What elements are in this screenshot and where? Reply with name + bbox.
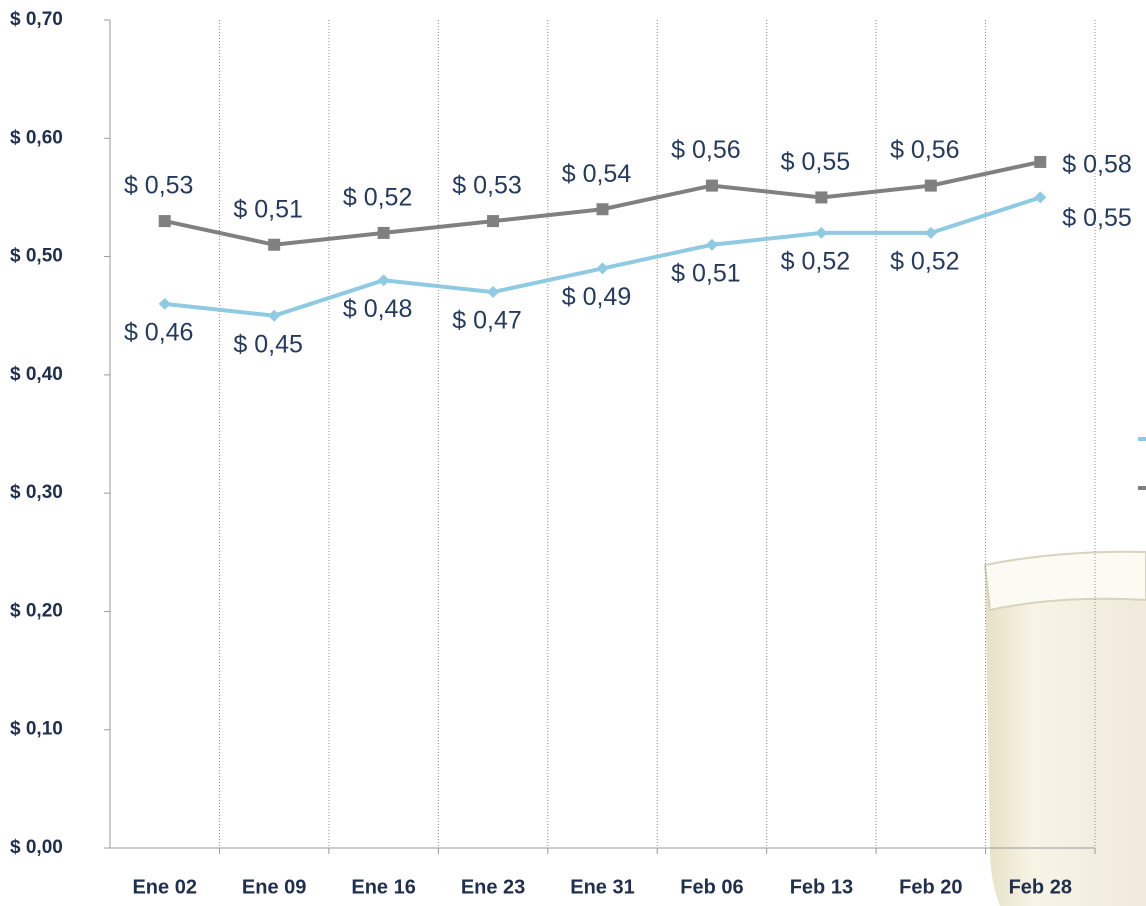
- data-label: $ 0,51: [233, 195, 303, 223]
- point: [378, 274, 390, 286]
- y-tick-label: $ 0,20: [10, 600, 63, 621]
- data-label: $ 0,47: [452, 307, 522, 335]
- point: [706, 239, 718, 251]
- x-tick-label: Ene 02: [132, 876, 196, 898]
- y-tick-label: $ 0,70: [10, 9, 63, 30]
- y-tick-label: $ 0,10: [10, 719, 63, 740]
- point: [268, 239, 280, 251]
- point: [1034, 191, 1046, 203]
- data-label: $ 0,45: [233, 330, 303, 358]
- point: [268, 310, 280, 322]
- x-tick-label: Ene 23: [461, 876, 525, 898]
- data-label: $ 0,52: [890, 248, 960, 276]
- data-label: $ 0,55: [781, 148, 851, 176]
- data-label: $ 0,52: [343, 184, 413, 212]
- point: [597, 203, 609, 215]
- point: [815, 227, 827, 239]
- point: [1034, 156, 1046, 168]
- data-label: $ 0,56: [671, 136, 741, 164]
- chart: $ 0,00 $ 0,10 $ 0,20 $ 0,30 $ 0,40 $ 0,50 $ 0,…: [0, 0, 1146, 906]
- data-label: $ 0,48: [343, 295, 413, 323]
- data-label: $ 0,54: [562, 160, 632, 188]
- milk-glass: [985, 437, 1146, 906]
- point: [706, 180, 718, 192]
- data-label: $ 0,51: [671, 259, 741, 287]
- x-tick-label: Ene 09: [242, 876, 306, 898]
- y-tick-label: $ 0,50: [10, 246, 63, 267]
- point: [159, 298, 171, 310]
- data-label: $ 0,53: [124, 172, 194, 200]
- data-label: $ 0,52: [781, 248, 851, 276]
- data-label: $ 0,56: [890, 136, 960, 164]
- point: [925, 180, 937, 192]
- point: [159, 215, 171, 227]
- point: [487, 286, 499, 298]
- point: [378, 227, 390, 239]
- x-tick-label: Feb 28: [1009, 876, 1072, 898]
- x-tick-label: Ene 16: [351, 876, 415, 898]
- data-label: $ 0,58: [1062, 151, 1132, 179]
- point: [597, 262, 609, 274]
- data-label: $ 0,49: [562, 283, 632, 311]
- x-tick-label: Feb 13: [790, 876, 853, 898]
- y-tick-label: $ 0,00: [10, 837, 63, 858]
- x-tick-label: Feb 06: [680, 876, 743, 898]
- x-tick-label: Ene 31: [570, 876, 634, 898]
- y-tick-label: $ 0,30: [10, 482, 63, 503]
- data-label: $ 0,53: [452, 172, 522, 200]
- point: [925, 227, 937, 239]
- y-tick-label: $ 0,40: [10, 364, 63, 385]
- point: [815, 191, 827, 203]
- x-tick-label: Feb 20: [899, 876, 962, 898]
- point: [487, 215, 499, 227]
- y-tick-label: $ 0,60: [10, 127, 63, 148]
- data-label: $ 0,55: [1062, 204, 1132, 232]
- data-label: $ 0,46: [124, 318, 194, 346]
